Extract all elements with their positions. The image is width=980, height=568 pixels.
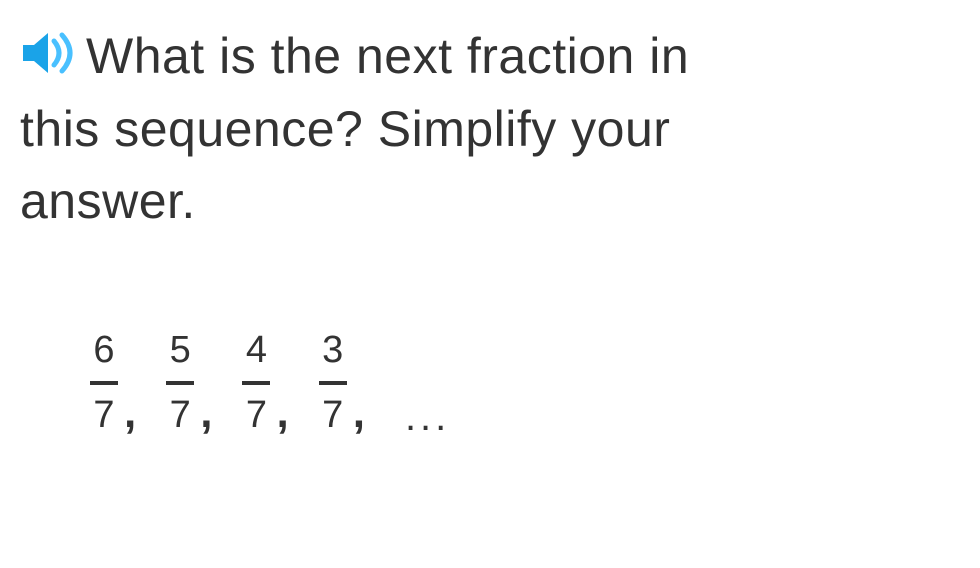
ellipsis: ... [405,397,450,437]
fraction-bar [319,381,347,385]
fraction-numerator: 6 [93,328,114,376]
fraction-4: 3 7 [319,328,347,439]
fraction-3: 4 7 [242,328,270,439]
question-part2: this sequence? Simplify your [20,101,670,157]
separator: , [118,391,166,435]
fraction-2: 5 7 [166,328,194,439]
fraction-sequence: 6 7 , 5 7 , 4 7 , 3 7 , ... [20,328,980,439]
fraction-denominator: 7 [246,393,267,439]
question-part1: What is the next fraction in [86,28,689,84]
fraction-bar [242,381,270,385]
question-part3: answer. [20,173,196,229]
question-container: What is the next fraction in this sequen… [0,0,980,439]
separator: , [194,391,242,435]
fraction-bar [166,381,194,385]
fraction-1: 6 7 [90,328,118,439]
fraction-denominator: 7 [93,393,114,439]
separator: , [270,391,318,435]
fraction-numerator: 5 [170,328,191,376]
fraction-numerator: 4 [246,328,267,376]
speaker-icon[interactable] [20,24,76,72]
fraction-denominator: 7 [170,393,191,439]
question-text: What is the next fraction in this sequen… [20,20,980,238]
fraction-numerator: 3 [322,328,343,376]
fraction-bar [90,381,118,385]
fraction-denominator: 7 [322,393,343,439]
separator: , [347,391,395,435]
